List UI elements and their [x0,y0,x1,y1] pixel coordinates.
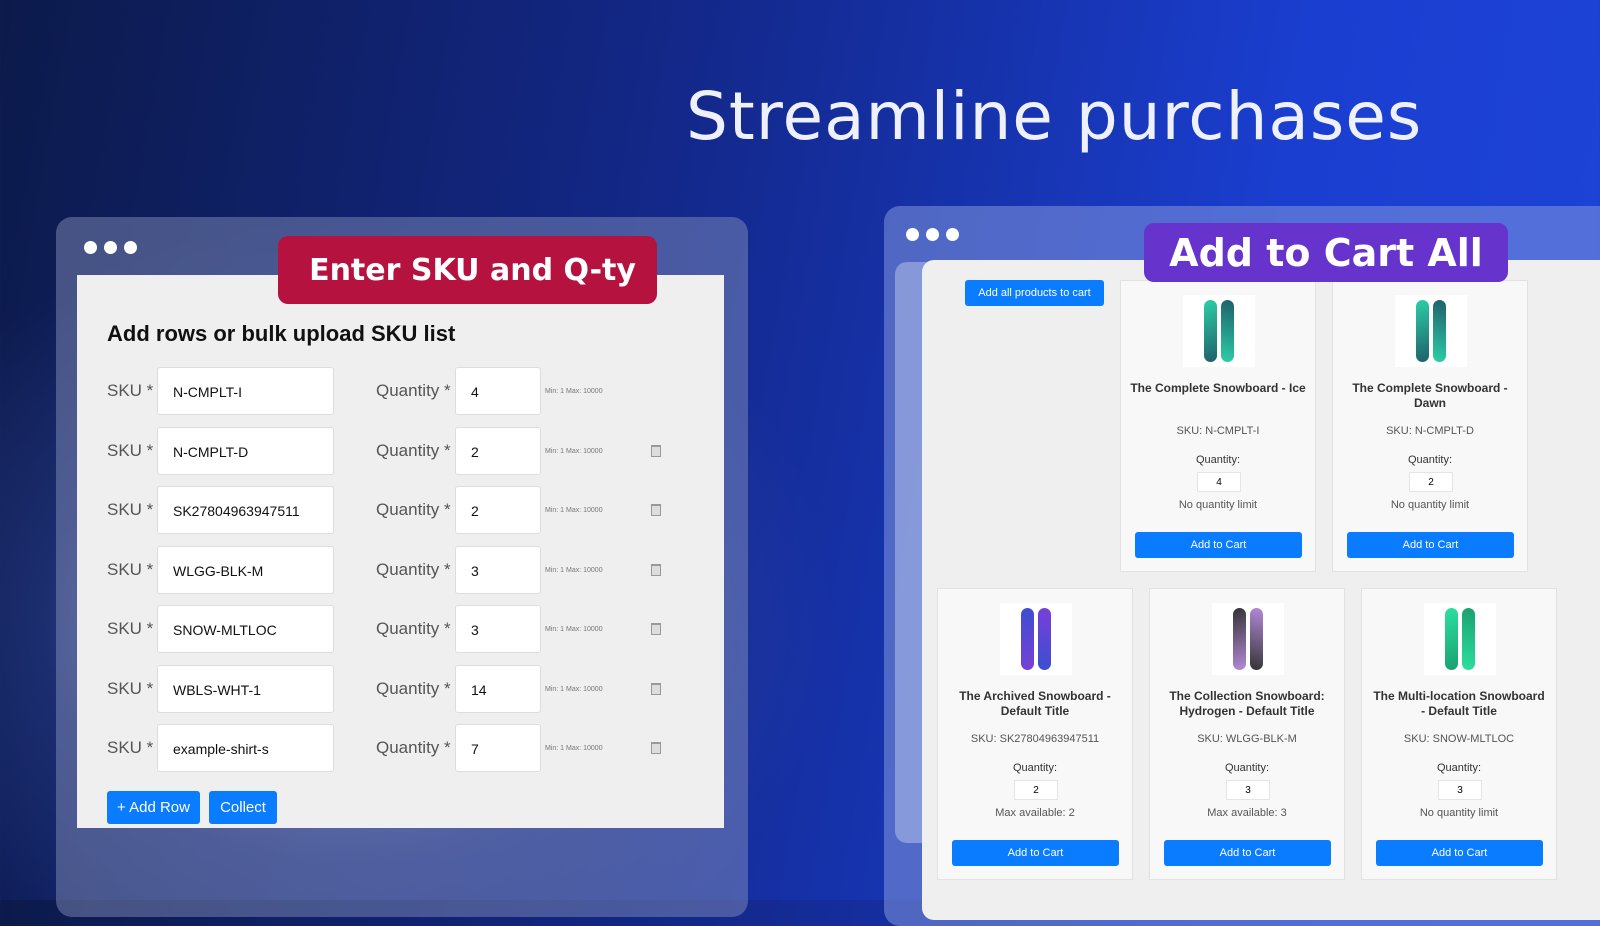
product-sku: SKU: WLGG-BLK-M [1197,733,1297,745]
quantity-label: Quantity: [1436,762,1482,774]
quantity-label: Quantity * [376,678,451,698]
quantity-input[interactable]: 2 [1014,780,1058,800]
sku-label: SKU * [107,381,154,400]
quantity-label: Quantity: [1012,762,1058,774]
quantity-input[interactable]: 4 [1197,472,1241,492]
sku-input[interactable]: WBLS-WHT-1 [157,664,334,713]
sku-row: SKU * WBLS-WHT-1 Quantity * 14 Min: 1 Ma… [107,664,687,713]
sku-row: SKU * N-CMPLT-I Quantity * 4 Min: 1 Max:… [107,367,687,415]
product-sku: SKU: SK27804963947511 [970,733,1100,745]
product-title: The Complete Snowboard - Dawn [1352,381,1508,410]
quantity-limit: Max available: 3 [1207,807,1287,819]
add-to-cart-button[interactable]: Add to Cart [952,840,1119,866]
product-title: The Archived Snowboard - Default Title [959,689,1111,718]
sku-row: SKU * example-shirt-s Quantity * 7 Min: … [107,724,687,772]
min-max-hint: Min: 1 Max: 10000 [545,447,603,455]
window-dots [906,228,959,241]
quantity-limit: No quantity limit [1178,499,1258,511]
product-card: The Archived Snowboard - Default Title S… [937,588,1133,880]
sku-label: SKU * [107,619,154,638]
product-card: The Complete Snowboard - Dawn SKU: N-CMP… [1332,280,1528,572]
product-title: The Multi-location Snowboard - Default T… [1373,689,1545,718]
sku-row: SKU * SNOW-MLTLOC Quantity * 3 Min: 1 Ma… [107,605,687,653]
trash-icon[interactable] [651,504,661,516]
min-max-hint: Min: 1 Max: 10000 [545,566,603,574]
quantity-limit: No quantity limit [1419,807,1499,819]
sku-label: SKU * [107,559,154,579]
window-dots [84,241,137,254]
add-row-button[interactable]: + Add Row [107,791,200,824]
sku-input[interactable]: SK27804963947511 [157,486,334,534]
quantity-label: Quantity * [376,559,451,579]
quantity-label: Quantity: [1224,762,1270,774]
quantity-label: Quantity: [1407,454,1453,466]
sku-label: SKU * [107,440,154,460]
sku-label: SKU * [107,738,154,757]
sku-label: SKU * [107,678,154,698]
add-to-cart-all-badge: Add to Cart All [1144,223,1508,282]
product-card: The Collection Snowboard: Hydrogen - Def… [1149,588,1345,880]
sku-label: SKU * [107,500,154,519]
snowboard-image [1183,295,1255,367]
snowboard-image [1000,603,1072,675]
quantity-input[interactable]: 4 [455,367,541,415]
quantity-input[interactable]: 2 [455,426,541,475]
quantity-input[interactable]: 3 [1226,780,1270,800]
min-max-hint: Min: 1 Max: 10000 [545,626,603,633]
sku-input[interactable]: SNOW-MLTLOC [157,605,334,653]
snowboard-image [1395,295,1467,367]
sku-row: SKU * WLGG-BLK-M Quantity * 3 Min: 1 Max… [107,545,687,594]
hero-title: Streamline purchases [686,78,1423,155]
sku-row: SKU * N-CMPLT-D Quantity * 2 Min: 1 Max:… [107,426,687,475]
quantity-label: Quantity * [376,381,451,400]
quantity-input[interactable]: 2 [1409,472,1453,492]
product-card: The Multi-location Snowboard - Default T… [1361,588,1557,880]
snowboard-image [1424,603,1496,675]
add-all-products-button[interactable]: Add all products to cart [965,280,1104,306]
min-max-hint: Min: 1 Max: 10000 [545,685,603,693]
trash-icon[interactable] [651,682,661,695]
quantity-limit: No quantity limit [1390,499,1470,511]
product-sku: SKU: N-CMPLT-I [1176,425,1260,437]
quantity-label: Quantity * [376,738,451,757]
min-max-hint: Min: 1 Max: 10000 [545,388,603,395]
min-max-hint: Min: 1 Max: 10000 [545,745,603,752]
enter-sku-badge: Enter SKU and Q-ty [278,236,657,304]
add-to-cart-button[interactable]: Add to Cart [1164,840,1331,866]
sku-input[interactable]: N-CMPLT-D [157,426,334,475]
trash-icon[interactable] [651,742,661,754]
trash-icon[interactable] [651,623,661,635]
add-to-cart-button[interactable]: Add to Cart [1347,532,1514,558]
product-card: The Complete Snowboard - Ice SKU: N-CMPL… [1120,280,1316,572]
collect-button[interactable]: Collect [209,791,277,824]
quantity-input[interactable]: 7 [455,724,541,772]
snowboard-image [1212,603,1284,675]
quantity-label: Quantity * [376,619,451,638]
sku-input[interactable]: N-CMPLT-I [157,367,334,415]
quantity-input[interactable]: 2 [455,486,541,534]
product-sku: SKU: N-CMPLT-D [1386,425,1474,437]
quantity-label: Quantity: [1195,454,1241,466]
sku-input[interactable]: example-shirt-s [157,724,334,772]
quantity-label: Quantity * [376,440,451,460]
quantity-input[interactable]: 3 [455,545,541,594]
add-to-cart-button[interactable]: Add to Cart [1376,840,1543,866]
product-sku: SKU: SNOW-MLTLOC [1403,733,1515,745]
quantity-input[interactable]: 14 [455,664,541,713]
form-heading: Add rows or bulk upload SKU list [107,321,456,346]
trash-icon[interactable] [651,563,661,576]
product-title: The Collection Snowboard: Hydrogen - Def… [1169,689,1325,718]
quantity-input[interactable]: 3 [455,605,541,653]
add-to-cart-button[interactable]: Add to Cart [1135,532,1302,558]
quantity-label: Quantity * [376,500,451,519]
trash-icon[interactable] [651,444,661,457]
product-title: The Complete Snowboard - Ice [1130,381,1306,395]
quantity-limit: Max available: 2 [995,807,1075,819]
quantity-input[interactable]: 3 [1438,780,1482,800]
sku-row: SKU * SK27804963947511 Quantity * 2 Min:… [107,486,687,534]
min-max-hint: Min: 1 Max: 10000 [545,507,603,514]
sku-input[interactable]: WLGG-BLK-M [157,545,334,594]
